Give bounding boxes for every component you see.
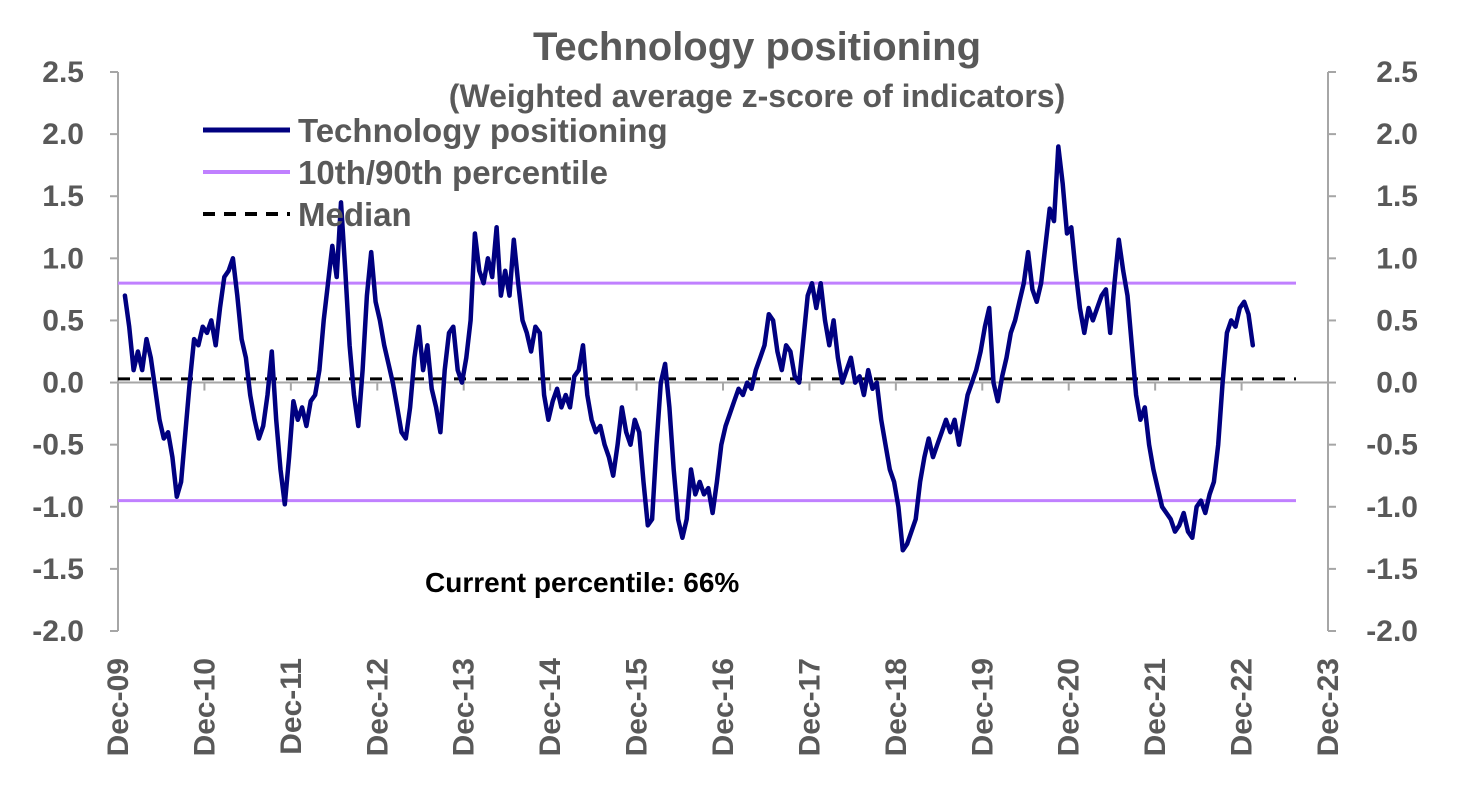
x-tick-label: Dec-16 (707, 658, 740, 756)
left-y-tick-label: -1.0 (32, 491, 84, 524)
right-y-tick-label: -0.5 (1366, 429, 1418, 462)
right-y-tick-label: 0.5 (1376, 304, 1418, 337)
x-tick-label: Dec-23 (1312, 658, 1345, 756)
right-y-tick-label: 1.5 (1376, 180, 1418, 213)
tick-labels: 2.5 2.5 2.0 2.0 1.5 1.5 1.0 1.0 0.5 0.5 0.0 0.0 -0.5… (32, 56, 1418, 756)
right-y-tick-label: 1.0 (1376, 242, 1418, 275)
left-y-tick-label: -0.5 (32, 429, 84, 462)
left-y-tick-label: -2.0 (32, 615, 84, 648)
x-tick-label: Dec-20 (1053, 658, 1086, 756)
legend-label-median: Median (298, 196, 412, 233)
right-y-tick-label: 0.0 (1376, 367, 1418, 400)
left-y-tick-label: 2.5 (42, 56, 84, 89)
axes (110, 71, 1336, 632)
x-tick-label: Dec-18 (880, 658, 913, 756)
right-y-tick-label: 2.0 (1376, 118, 1418, 151)
x-tick-label: Dec-15 (621, 658, 654, 756)
left-y-tick-label: 0.5 (42, 304, 84, 337)
x-tick-label: Dec-11 (275, 658, 308, 755)
x-tick-label: Dec-14 (534, 658, 567, 757)
x-tick-label: Dec-17 (793, 658, 826, 756)
right-y-tick-label: 2.5 (1376, 56, 1418, 89)
reference-lines (118, 281, 1296, 503)
right-y-tick-label: -2.0 (1366, 615, 1418, 648)
left-y-tick-label: 2.0 (42, 118, 84, 151)
left-y-tick-label: 1.5 (42, 180, 84, 213)
right-y-tick-label: -1.5 (1366, 553, 1418, 586)
x-tick-label: Dec-21 (1139, 658, 1172, 756)
right-y-tick-label: -1.0 (1366, 491, 1418, 524)
series-group (122, 144, 1256, 553)
current-percentile-annotation: Current percentile: 66% (425, 567, 739, 598)
chart-title: Technology positioning (533, 25, 981, 69)
x-tick-label: Dec-10 (188, 658, 221, 756)
x-tick-label: Dec-13 (448, 658, 481, 756)
x-tick-label: Dec-09 (102, 658, 135, 756)
x-tick-label: Dec-19 (966, 658, 999, 756)
legend: Technology positioning 10th/90th percent… (203, 112, 668, 233)
left-y-tick-label: -1.5 (32, 553, 84, 586)
chart-subtitle: (Weighted average z-score of indicators) (449, 78, 1065, 114)
x-tick-label: Dec-12 (361, 658, 394, 756)
legend-label-percentile: 10th/90th percentile (298, 154, 608, 191)
left-y-tick-label: 1.0 (42, 242, 84, 275)
x-tick-label: Dec-22 (1226, 658, 1259, 756)
series-line-technology-positioning (122, 144, 1256, 553)
left-y-tick-label: 0.0 (42, 367, 84, 400)
legend-label-positioning: Technology positioning (298, 112, 668, 149)
